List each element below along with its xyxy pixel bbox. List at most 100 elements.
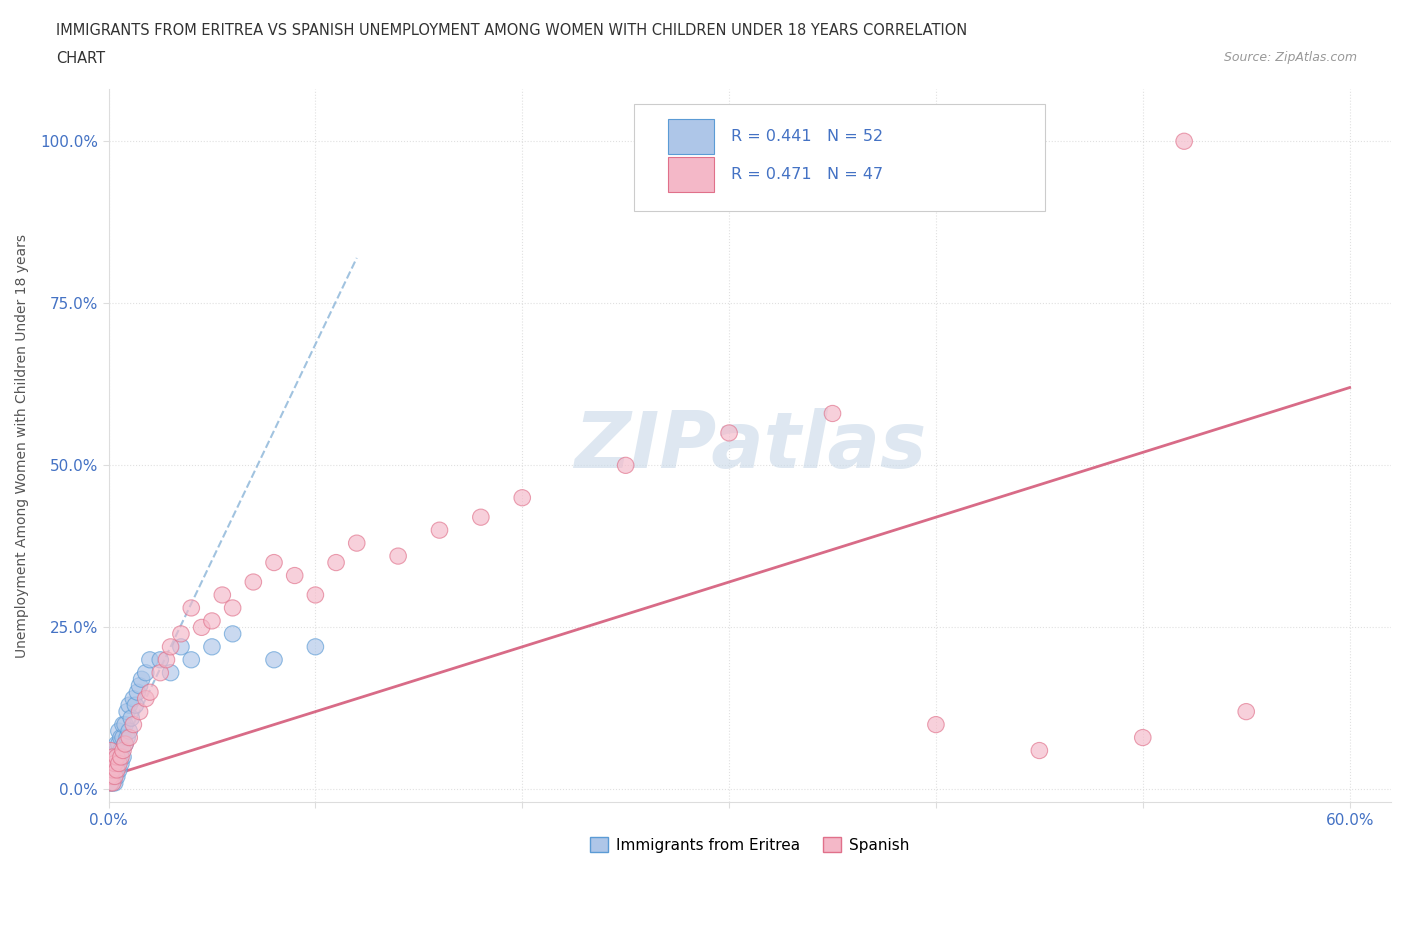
Ellipse shape	[307, 587, 323, 603]
Ellipse shape	[287, 567, 302, 584]
Ellipse shape	[107, 768, 122, 785]
Ellipse shape	[112, 742, 129, 759]
Ellipse shape	[121, 723, 138, 739]
Ellipse shape	[1175, 133, 1192, 150]
FancyBboxPatch shape	[634, 103, 1045, 210]
Ellipse shape	[120, 703, 135, 720]
Ellipse shape	[108, 749, 125, 765]
Ellipse shape	[121, 698, 138, 713]
Text: Source: ZipAtlas.com: Source: ZipAtlas.com	[1223, 51, 1357, 64]
Ellipse shape	[824, 405, 841, 421]
Ellipse shape	[142, 684, 157, 700]
Ellipse shape	[103, 742, 120, 759]
Ellipse shape	[225, 626, 240, 642]
Ellipse shape	[107, 749, 122, 765]
Text: R = 0.441   N = 52: R = 0.441 N = 52	[731, 129, 883, 144]
Ellipse shape	[173, 626, 190, 642]
Ellipse shape	[103, 762, 120, 778]
Ellipse shape	[108, 755, 125, 772]
Ellipse shape	[107, 768, 122, 785]
Ellipse shape	[183, 600, 200, 616]
Ellipse shape	[214, 587, 231, 603]
Ellipse shape	[115, 749, 131, 765]
Ellipse shape	[103, 768, 120, 785]
Ellipse shape	[104, 762, 121, 778]
Ellipse shape	[1031, 742, 1047, 759]
Ellipse shape	[103, 755, 120, 772]
Ellipse shape	[432, 522, 447, 538]
Ellipse shape	[1237, 703, 1254, 720]
Ellipse shape	[104, 762, 121, 778]
Ellipse shape	[307, 639, 323, 655]
Ellipse shape	[928, 716, 945, 733]
Ellipse shape	[111, 736, 127, 752]
Ellipse shape	[117, 716, 134, 733]
Ellipse shape	[111, 762, 127, 778]
Ellipse shape	[131, 678, 148, 694]
Ellipse shape	[173, 639, 190, 655]
Ellipse shape	[389, 548, 406, 565]
Ellipse shape	[111, 723, 127, 739]
Ellipse shape	[108, 768, 125, 785]
Ellipse shape	[103, 749, 120, 765]
Text: IMMIGRANTS FROM ERITREA VS SPANISH UNEMPLOYMENT AMONG WOMEN WITH CHILDREN UNDER : IMMIGRANTS FROM ERITREA VS SPANISH UNEMP…	[56, 23, 967, 38]
Ellipse shape	[108, 749, 125, 765]
Ellipse shape	[721, 425, 737, 441]
Ellipse shape	[122, 710, 139, 726]
Ellipse shape	[152, 652, 169, 668]
Ellipse shape	[157, 652, 174, 668]
Ellipse shape	[472, 509, 489, 525]
Ellipse shape	[349, 535, 366, 551]
Ellipse shape	[111, 749, 127, 765]
Text: CHART: CHART	[56, 51, 105, 66]
Ellipse shape	[162, 665, 179, 681]
Ellipse shape	[127, 698, 143, 713]
Ellipse shape	[120, 729, 135, 746]
Ellipse shape	[107, 762, 122, 778]
Ellipse shape	[108, 762, 125, 778]
Ellipse shape	[112, 729, 129, 746]
Ellipse shape	[104, 775, 121, 791]
Ellipse shape	[117, 736, 134, 752]
Ellipse shape	[204, 613, 221, 629]
Ellipse shape	[107, 742, 122, 759]
Ellipse shape	[194, 619, 209, 635]
Ellipse shape	[104, 768, 121, 785]
Ellipse shape	[204, 639, 221, 655]
Ellipse shape	[152, 665, 169, 681]
Ellipse shape	[104, 742, 121, 759]
Ellipse shape	[142, 652, 157, 668]
Ellipse shape	[162, 639, 179, 655]
Ellipse shape	[131, 703, 148, 720]
Ellipse shape	[104, 749, 121, 765]
Ellipse shape	[183, 652, 200, 668]
Ellipse shape	[266, 554, 283, 571]
Ellipse shape	[108, 736, 125, 752]
Ellipse shape	[104, 749, 121, 765]
Ellipse shape	[112, 749, 129, 765]
Ellipse shape	[103, 768, 120, 785]
Ellipse shape	[121, 729, 138, 746]
Ellipse shape	[125, 716, 142, 733]
Ellipse shape	[328, 554, 344, 571]
Ellipse shape	[107, 775, 122, 791]
Ellipse shape	[515, 490, 530, 506]
Ellipse shape	[138, 665, 155, 681]
Y-axis label: Unemployment Among Women with Children Under 18 years: Unemployment Among Women with Children U…	[15, 233, 30, 658]
Ellipse shape	[104, 775, 121, 791]
Ellipse shape	[111, 755, 127, 772]
Ellipse shape	[115, 729, 131, 746]
Ellipse shape	[117, 736, 134, 752]
Ellipse shape	[115, 742, 131, 759]
Ellipse shape	[225, 600, 240, 616]
Ellipse shape	[617, 458, 634, 473]
Ellipse shape	[134, 671, 150, 687]
Ellipse shape	[245, 574, 262, 591]
Ellipse shape	[107, 755, 122, 772]
Ellipse shape	[103, 775, 120, 791]
Ellipse shape	[1135, 729, 1152, 746]
Text: R = 0.471   N = 47: R = 0.471 N = 47	[731, 167, 883, 182]
Text: ZIPatlas: ZIPatlas	[574, 408, 927, 484]
Ellipse shape	[115, 716, 131, 733]
Ellipse shape	[129, 684, 146, 700]
